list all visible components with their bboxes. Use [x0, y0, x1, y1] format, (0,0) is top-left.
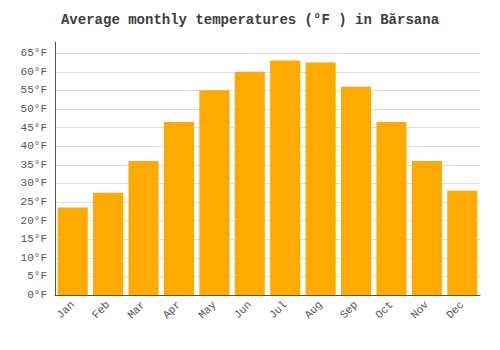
svg-text:10°F: 10°F: [21, 252, 47, 264]
svg-text:Nov: Nov: [409, 298, 432, 321]
svg-text:35°F: 35°F: [21, 159, 47, 171]
svg-text:Dec: Dec: [444, 299, 466, 321]
svg-text:May: May: [196, 298, 219, 321]
svg-text:20°F: 20°F: [21, 215, 47, 227]
svg-text:45°F: 45°F: [21, 122, 47, 134]
svg-text:Average monthly temperatures (: Average monthly temperatures (°F ) in Bă…: [61, 12, 440, 28]
svg-text:Sep: Sep: [338, 299, 360, 321]
svg-text:0°F: 0°F: [27, 289, 47, 301]
svg-text:40°F: 40°F: [21, 140, 47, 152]
svg-text:65°F: 65°F: [21, 47, 47, 59]
svg-text:5°F: 5°F: [27, 270, 47, 282]
svg-text:Aug: Aug: [302, 299, 324, 321]
svg-text:Apr: Apr: [161, 299, 183, 321]
svg-text:30°F: 30°F: [21, 177, 47, 189]
svg-text:25°F: 25°F: [21, 196, 47, 208]
svg-text:55°F: 55°F: [21, 84, 47, 96]
svg-text:Jun: Jun: [232, 299, 254, 321]
svg-text:Oct: Oct: [373, 299, 395, 321]
svg-text:Feb: Feb: [90, 299, 112, 321]
svg-text:Jan: Jan: [54, 299, 76, 321]
svg-text:50°F: 50°F: [21, 103, 47, 115]
svg-text:15°F: 15°F: [21, 233, 47, 245]
svg-text:60°F: 60°F: [21, 66, 47, 78]
svg-text:Jul: Jul: [267, 299, 289, 321]
svg-text:Mar: Mar: [125, 299, 147, 321]
